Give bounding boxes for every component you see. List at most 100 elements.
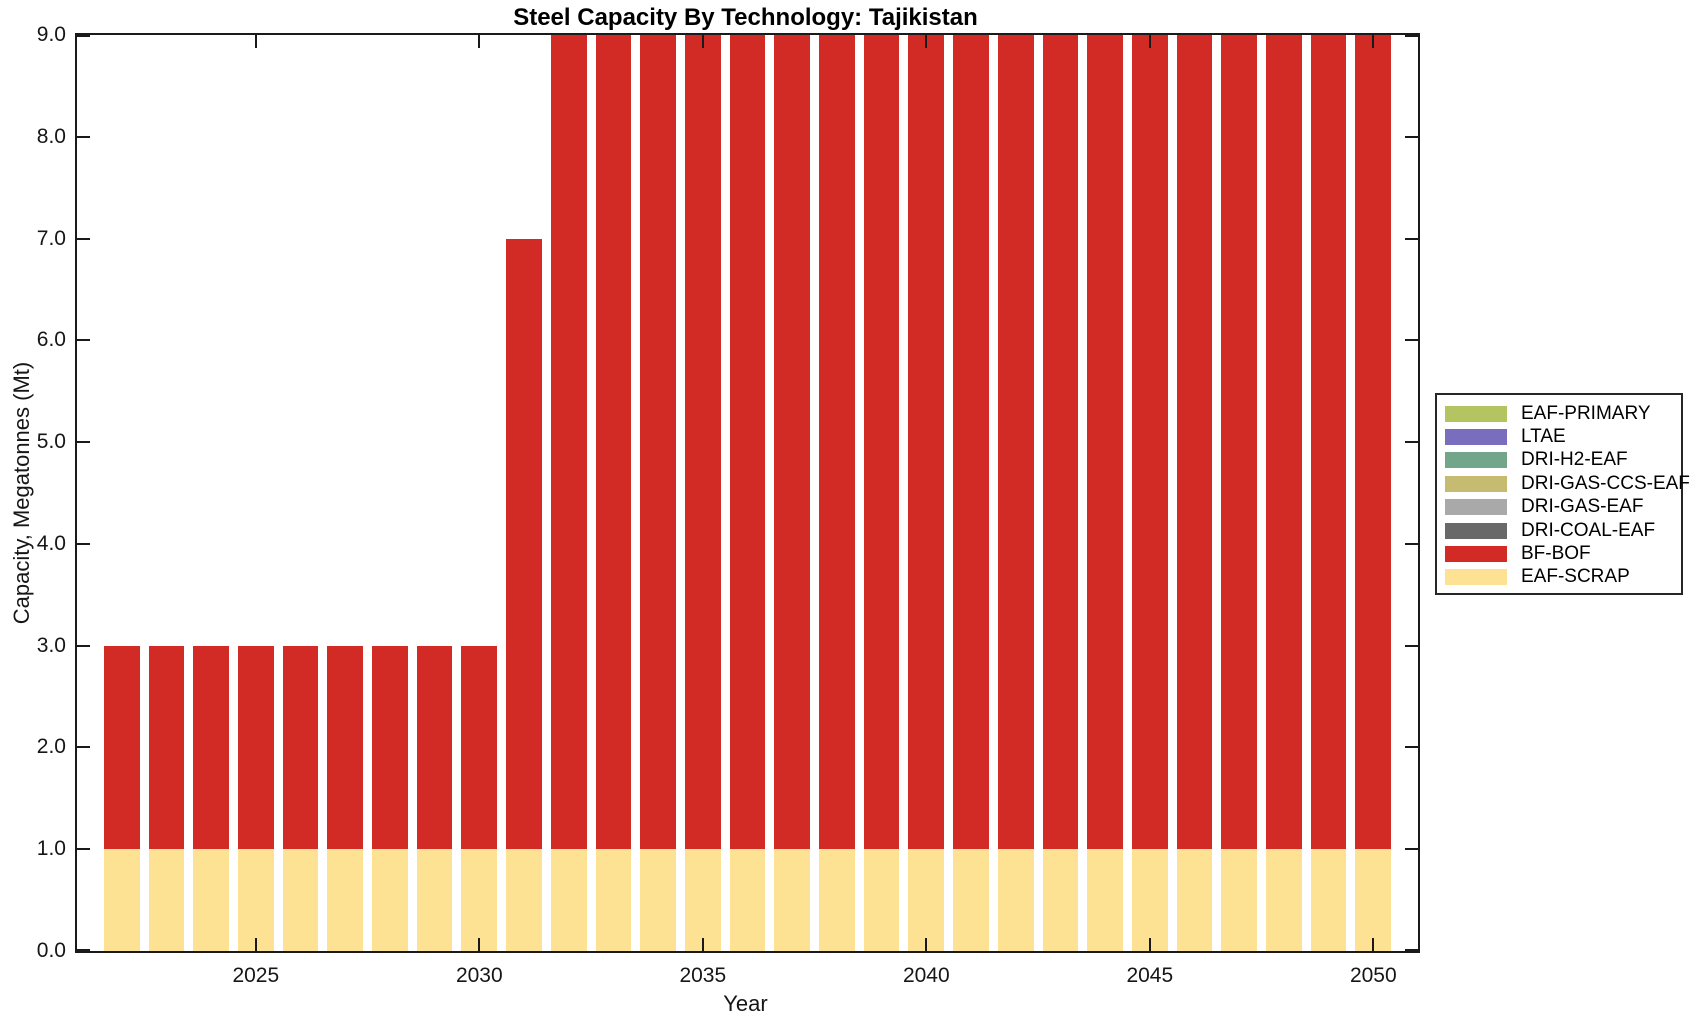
bar-segment-EAF-SCRAP-2029 (416, 849, 453, 951)
bar-segment-BF-BOF-2026 (282, 645, 319, 850)
bar-segment-EAF-SCRAP-2034 (640, 849, 676, 951)
y-tick-label: 9.0 (36, 23, 66, 46)
bar-segment-EAF-SCRAP-2022 (103, 849, 140, 951)
bar-segment-EAF-SCRAP-2027 (327, 849, 364, 951)
y-tick-label: 2.0 (36, 735, 66, 759)
bar-segment-EAF-SCRAP-2030 (461, 849, 498, 951)
bar-segment-BF-BOF-2038 (819, 35, 855, 850)
bar-segment-EAF-SCRAP-2040 (908, 849, 945, 951)
x-tick-mark (925, 938, 928, 951)
y-tick-mark (1405, 746, 1418, 749)
bar-segment-BF-BOF-2047 (1221, 35, 1258, 850)
legend-swatch-LTAE (1445, 429, 1507, 446)
bar-segment-EAF-SCRAP-2024 (193, 849, 229, 951)
x-tick-label: 2050 (1349, 964, 1397, 987)
y-tick-mark (77, 949, 90, 951)
bar-segment-BF-BOF-2035 (684, 35, 721, 850)
y-tick-mark (1405, 339, 1418, 342)
bar-segment-EAF-SCRAP-2035 (684, 849, 721, 951)
y-tick-label: 4.0 (36, 531, 66, 555)
bar-segment-BF-BOF-2027 (327, 645, 364, 850)
bar-segment-EAF-SCRAP-2046 (1176, 849, 1213, 951)
x-tick-mark (1372, 35, 1375, 48)
bar-segment-BF-BOF-2049 (1310, 35, 1347, 850)
legend-label: DRI-GAS-CCS-EAF (1521, 472, 1690, 494)
legend-item-BF-BOF: BF-BOF (1437, 542, 1681, 565)
y-tick-mark (77, 237, 90, 240)
y-tick-mark (1405, 135, 1418, 138)
legend-swatch-DRI-GAS-EAF (1445, 499, 1507, 516)
y-tick-mark (1405, 644, 1418, 647)
bar-segment-EAF-SCRAP-2039 (863, 849, 900, 951)
bar-segment-BF-BOF-2032 (550, 35, 587, 850)
bar-segment-BF-BOF-2034 (640, 35, 676, 850)
y-tick-mark (1405, 35, 1418, 37)
y-tick-mark (77, 135, 90, 138)
y-tick-label: 7.0 (36, 226, 66, 250)
bar-segment-BF-BOF-2044 (1087, 35, 1123, 850)
x-tick-mark (1148, 938, 1151, 951)
bar-segment-BF-BOF-2025 (237, 645, 274, 850)
x-tick-mark (701, 938, 704, 951)
bar-segment-EAF-SCRAP-2041 (953, 849, 989, 951)
legend-item-EAF-SCRAP: EAF-SCRAP (1437, 566, 1681, 589)
bar-segment-BF-BOF-2028 (372, 645, 408, 850)
legend-swatch-EAF-SCRAP (1445, 569, 1507, 586)
y-tick-mark (1405, 542, 1418, 545)
legend-item-DRI-COAL-EAF: DRI-COAL-EAF (1437, 519, 1681, 542)
bar-segment-BF-BOF-2036 (729, 35, 766, 850)
bar-segment-BF-BOF-2031 (506, 238, 542, 850)
bar-segment-EAF-SCRAP-2026 (282, 849, 319, 951)
bar-segment-EAF-SCRAP-2045 (1131, 849, 1168, 951)
y-tick-mark (77, 848, 90, 851)
x-tick-label: 2035 (679, 964, 727, 987)
y-tick-label: 1.0 (36, 837, 66, 861)
bar-segment-BF-BOF-2042 (997, 35, 1034, 850)
legend-label: DRI-H2-EAF (1521, 449, 1628, 471)
legend-label: EAF-SCRAP (1521, 566, 1630, 588)
x-tick-mark (1372, 938, 1375, 951)
bar-segment-BF-BOF-2033 (595, 35, 632, 850)
bar-segment-BF-BOF-2046 (1176, 35, 1213, 850)
legend-swatch-DRI-COAL-EAF (1445, 522, 1507, 539)
y-tick-mark (77, 644, 90, 647)
legend-item-DRI-GAS-CCS-EAF: DRI-GAS-CCS-EAF (1437, 472, 1690, 495)
y-tick-mark (77, 746, 90, 749)
bar-segment-EAF-SCRAP-2037 (774, 849, 811, 951)
x-tick-mark (254, 938, 257, 951)
y-tick-mark (1405, 441, 1418, 444)
bar-segment-EAF-SCRAP-2042 (997, 849, 1034, 951)
legend: EAF-PRIMARY LTAE DRI-H2-EAF DRI-GAS-CCS-EAF… (1435, 393, 1690, 595)
y-tick-mark (77, 339, 90, 342)
legend-label: BF-BOF (1521, 543, 1591, 565)
bar-segment-BF-BOF-2024 (193, 645, 229, 850)
x-tick-mark (701, 35, 704, 48)
x-tick-label: 2025 (232, 964, 280, 987)
bar-segment-BF-BOF-2029 (416, 645, 453, 850)
legend-swatch-DRI-H2-EAF (1445, 452, 1507, 469)
bar-segment-EAF-SCRAP-2032 (550, 849, 587, 951)
bar-segment-EAF-SCRAP-2023 (148, 849, 185, 951)
bar-segment-BF-BOF-2043 (1042, 35, 1079, 850)
chart-title: Steel Capacity By Technology: Tajikistan (513, 4, 978, 31)
bar-segment-BF-BOF-2037 (774, 35, 811, 850)
legend-label: DRI-COAL-EAF (1521, 519, 1656, 541)
bar-segment-EAF-SCRAP-2043 (1042, 849, 1079, 951)
y-axis-label: Capacity, Megatonnes (Mt) (9, 361, 34, 625)
legend-swatch-EAF-PRIMARY (1445, 405, 1507, 422)
legend-item-DRI-H2-EAF: DRI-H2-EAF (1437, 449, 1681, 472)
legend-swatch-DRI-GAS-CCS-EAF (1445, 475, 1507, 492)
bar-segment-BF-BOF-2039 (863, 35, 900, 850)
y-tick-label: 5.0 (36, 430, 66, 454)
bar-segment-EAF-SCRAP-2031 (506, 849, 542, 951)
bar-segment-EAF-SCRAP-2028 (372, 849, 408, 951)
bar-segment-BF-BOF-2022 (103, 645, 140, 850)
legend-label: DRI-GAS-EAF (1521, 496, 1644, 518)
y-tick-label: 8.0 (36, 124, 66, 148)
y-tick-label: 6.0 (36, 328, 66, 352)
bar-segment-EAF-SCRAP-2049 (1310, 849, 1347, 951)
bar-segment-EAF-SCRAP-2048 (1266, 849, 1302, 951)
x-tick-mark (478, 938, 481, 951)
bar-segment-EAF-SCRAP-2044 (1087, 849, 1123, 951)
